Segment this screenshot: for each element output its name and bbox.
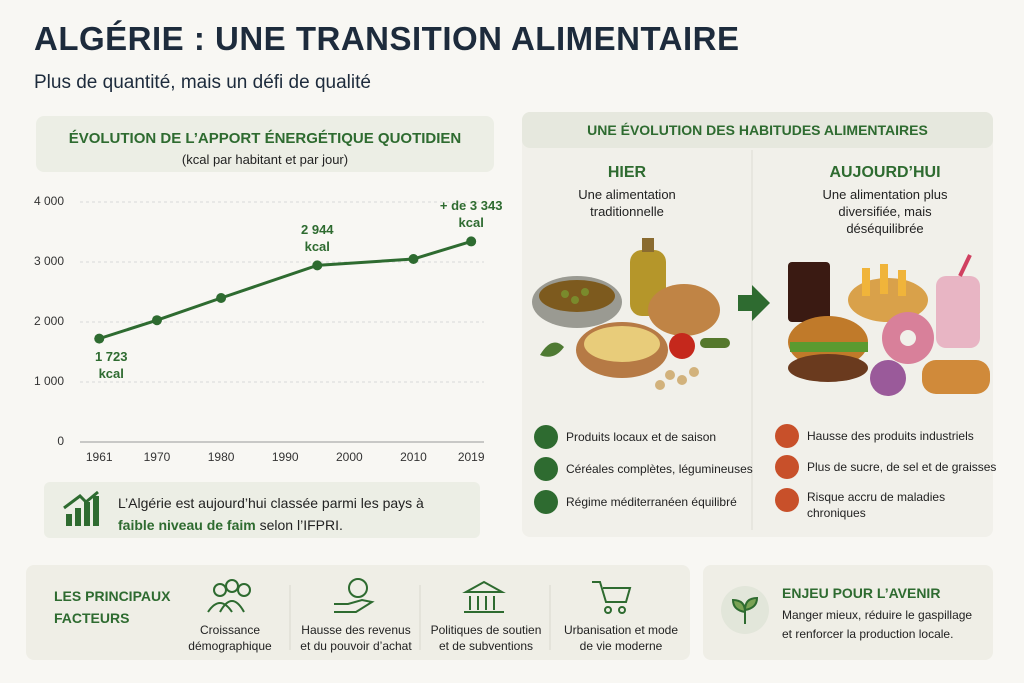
x-tick-label: 2019: [458, 450, 485, 464]
factor: Politiques de soutien et de subventions: [430, 623, 542, 653]
now-subtitle: Une alimentation plus diversifiée, mais …: [822, 187, 948, 236]
habits-header-bg: [522, 112, 993, 148]
point: [312, 260, 323, 271]
x-tick-label: 1970: [144, 450, 171, 464]
before-item: Céréales complètes, légumineuses: [566, 462, 753, 476]
now-item: Plus de sucre, de sel et de graisses: [807, 460, 997, 474]
now-title: AUJOURD’HUI: [829, 164, 941, 181]
chart-subtitle: (kcal par habitant et par jour): [181, 152, 349, 167]
before-item: Régime méditerranéen équilibré: [566, 495, 737, 509]
y-tick-label: 3 000: [34, 254, 64, 268]
traditional-food: [532, 238, 730, 390]
chart-header-bg: [36, 116, 494, 172]
subtitle: Plus de quantité, mais un défi de qualit…: [34, 72, 371, 93]
note: L’Algérie est aujourd’hui classée parmi …: [118, 492, 428, 536]
data-label: + de 3 343 kcal: [439, 198, 503, 231]
now-item: Hausse des produits industriels: [807, 429, 974, 443]
data-label: 1 723 kcal: [94, 348, 128, 381]
before-icons: [534, 425, 558, 514]
habits-title: UNE ÉVOLUTION DES HABITUDES ALIMENTAIRES: [587, 122, 928, 138]
modern-food: [788, 254, 990, 396]
y-tick-label: 1 000: [34, 374, 64, 388]
note-text: selon l’IFPRI.: [259, 517, 343, 533]
future-text: Manger mieux, réduire le gaspillage et r…: [782, 608, 973, 641]
note-highlight: faible niveau de faim: [118, 517, 256, 533]
factor: Hausse des revenus et du pouvoir d’achat: [300, 623, 412, 653]
before-title: HIER: [607, 164, 647, 181]
line-chart: 0 1 000 2 000 3 000 4 000 1961 1970 1980 1990 200…: [34, 194, 485, 464]
x-tick-label: 2000: [336, 450, 363, 464]
arrow: [738, 285, 770, 321]
y-tick-label: 4 000: [34, 194, 64, 208]
before-item: Produits locaux et de saison: [566, 430, 717, 444]
point: [94, 333, 105, 344]
habits-panel: [522, 112, 993, 537]
data-label: 2 944 kcal: [300, 222, 334, 255]
title: ALGÉRIE : UNE TRANSITION ALIMENTAIRE: [34, 20, 740, 57]
point: [151, 315, 162, 326]
note-bg: [44, 482, 480, 538]
note-icon: [63, 490, 99, 526]
future-icon: [731, 596, 759, 624]
now-icons: [775, 424, 799, 512]
note-text: L’Algérie est aujourd’hui classée parmi …: [118, 495, 424, 511]
x-tick-label: 1961: [86, 450, 113, 464]
future-title: ENJEU POUR L’AVENIR: [782, 585, 941, 601]
point: [466, 236, 477, 247]
x-tick-label: 2010: [400, 450, 427, 464]
y-tick-label: 0: [57, 434, 64, 448]
line: [98, 239, 472, 341]
before-subtitle: Une alimentation traditionnelle: [578, 187, 676, 219]
factors-title: LES PRINCIPAUX FACTEURS: [54, 588, 171, 626]
factor-dividers: [289, 585, 551, 650]
point: [408, 254, 419, 264]
point: [216, 293, 227, 303]
factor: Croissance démographique: [188, 623, 272, 653]
x-tick-label: 1990: [272, 450, 299, 464]
y-tick-label: 2 000: [34, 314, 64, 328]
factors-panel: [26, 565, 690, 660]
chart-title: ÉVOLUTION DE L’APPORT ÉNERGÉTIQUE QUOTID…: [68, 130, 462, 147]
future-panel: [703, 565, 993, 660]
factor-icons: [207, 578, 632, 614]
factor: Urbanisation et mode de vie moderne: [563, 623, 679, 653]
x-tick-label: 1980: [208, 450, 235, 464]
now-item: Risque accru de maladies chroniques: [807, 490, 946, 520]
